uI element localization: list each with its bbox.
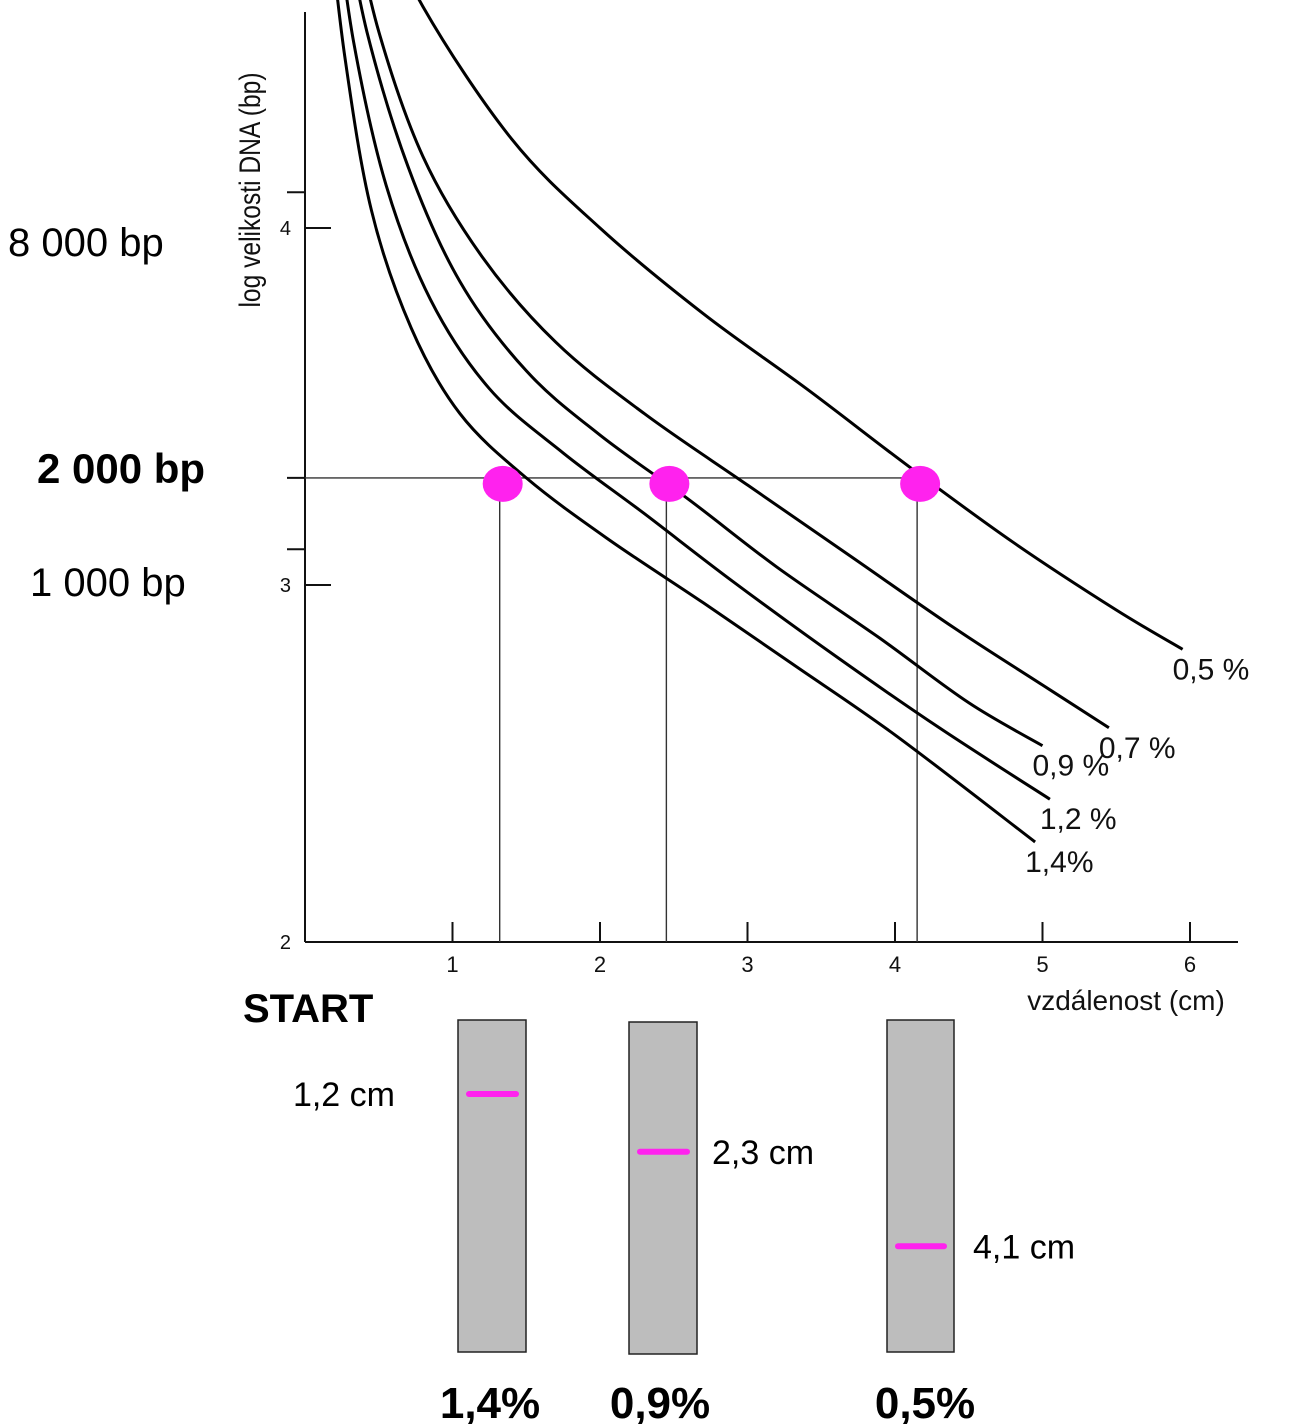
series-label-2: 0,9 % xyxy=(1033,750,1110,783)
size-label-1000: 1 000 bp xyxy=(30,561,186,605)
series-label-1: 0,7 % xyxy=(1099,732,1176,765)
gel-concentration-label-0: 1,4% xyxy=(440,1379,540,1424)
gel-concentration-label-1: 0,9% xyxy=(610,1379,710,1424)
x-ticks: 1 2 3 4 5 6 xyxy=(446,922,1196,977)
band-distance-label-0: 1,2 cm xyxy=(293,1076,395,1114)
intersection-point-0 xyxy=(482,465,523,502)
size-label-8000: 8 000 bp xyxy=(8,221,164,265)
band-distance-label-1: 2,3 cm xyxy=(712,1134,814,1172)
start-label: START xyxy=(243,987,373,1031)
x-tick-label-6: 6 xyxy=(1184,952,1196,977)
x-tick-label-3: 3 xyxy=(741,952,753,977)
gel-lane-2 xyxy=(886,1019,955,1353)
series-line-0 xyxy=(417,0,1184,651)
gel-lane-1 xyxy=(628,1021,698,1355)
intersection-point-1 xyxy=(649,465,690,502)
y-tick-label-3: 3 xyxy=(280,575,291,597)
x-axis-title: vzdálenost (cm) xyxy=(1027,985,1225,1016)
gel-concentration-label-2: 0,5% xyxy=(875,1379,975,1424)
series-labels: 0,5 % 0,7 %0,9 % 1,2 % 1,4% xyxy=(1025,653,1249,879)
intersection-points xyxy=(482,465,941,502)
series-line-1 xyxy=(368,0,1110,730)
intersection-point-2 xyxy=(900,465,941,502)
series-label-3: 1,2 % xyxy=(1040,803,1117,836)
gel-lane-0 xyxy=(457,1019,527,1353)
x-tick-label-4: 4 xyxy=(889,952,901,977)
series-label-0: 0,5 % xyxy=(1173,653,1250,686)
x-tick-label-1: 1 xyxy=(446,952,458,977)
band-distance-label-2: 4,1 cm xyxy=(973,1228,1075,1266)
series-lines xyxy=(336,0,1184,844)
size-label-2000: 2 000 bp xyxy=(37,445,205,492)
series-line-3 xyxy=(345,0,1051,801)
y-tick-label-4: 4 xyxy=(280,218,291,240)
series-line-2 xyxy=(358,0,1044,747)
series-label-4: 1,4% xyxy=(1025,846,1093,879)
y-tick-label-2: 2 xyxy=(280,932,291,954)
x-tick-label-2: 2 xyxy=(594,952,606,977)
y-ticks: 2 3 4 xyxy=(280,191,331,954)
gel-lanes: 1,2 cm 1,4% 2,3 cm 0,9% 4,1 cm 0,5% xyxy=(293,1019,1075,1424)
x-tick-label-5: 5 xyxy=(1036,952,1048,977)
reference-lines xyxy=(305,477,918,942)
series-line-4 xyxy=(336,0,1037,844)
y-axis-title: log velikosti DNA (bp) xyxy=(233,72,267,307)
